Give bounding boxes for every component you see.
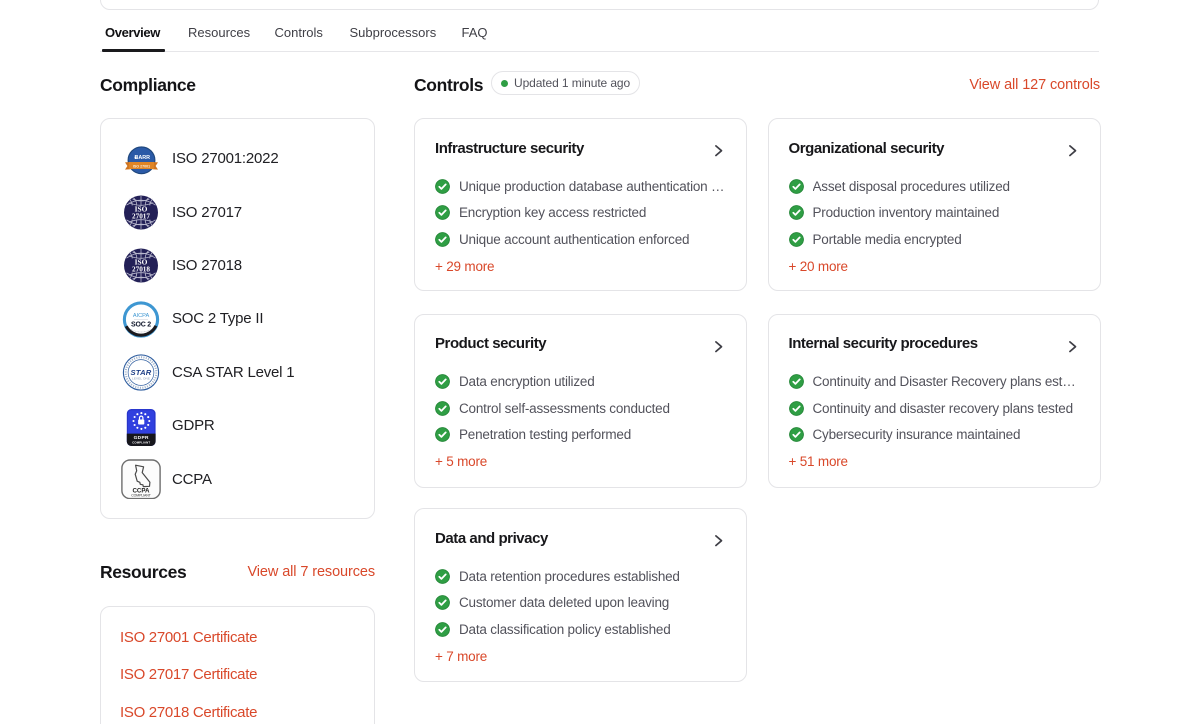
svg-text:CCPA: CCPA xyxy=(132,487,150,494)
svg-text:GDPR: GDPR xyxy=(134,435,149,441)
svg-text:SOC 2: SOC 2 xyxy=(131,321,151,328)
svg-text:ISO 27001: ISO 27001 xyxy=(133,164,150,168)
svg-text:27017: 27017 xyxy=(132,212,150,220)
svg-text:27018: 27018 xyxy=(132,266,150,274)
svg-text:ISO: ISO xyxy=(135,205,148,214)
svg-text:LEVEL ONE: LEVEL ONE xyxy=(132,377,150,381)
svg-text:COMPLIANT: COMPLIANT xyxy=(131,494,151,498)
svg-text:COMPLIANT: COMPLIANT xyxy=(132,440,150,444)
svg-text:AICPA: AICPA xyxy=(133,313,150,319)
svg-text:ISO: ISO xyxy=(135,258,148,267)
svg-text:BARR: BARR xyxy=(135,155,151,161)
svg-text:STAR: STAR xyxy=(131,368,152,377)
